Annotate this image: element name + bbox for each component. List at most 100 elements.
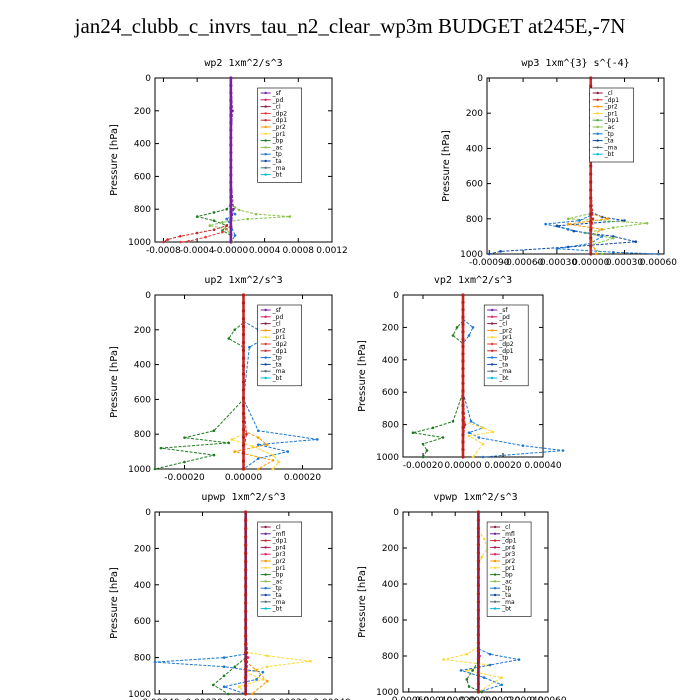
x-tick-label: -0.00040 [412, 696, 453, 700]
legend-marker [491, 376, 494, 380]
legend-entry: _tp [604, 131, 614, 138]
data-point [159, 446, 163, 450]
y-tick-label: 0 [393, 508, 399, 518]
y-tick-label: 400 [382, 356, 399, 366]
profile-point [476, 674, 480, 678]
data-point [255, 669, 258, 672]
profile-point [476, 641, 480, 645]
x-tick-label: -0.0004 [180, 246, 215, 256]
data-point [657, 252, 660, 256]
legend-marker [264, 370, 267, 373]
profile-point [589, 172, 593, 176]
legend-marker [596, 91, 599, 95]
profile-point [476, 559, 480, 563]
profile-point [229, 180, 233, 184]
data-point [225, 224, 228, 227]
profile-point [229, 98, 233, 102]
legend-entry: _sf [272, 307, 282, 314]
profile-point [241, 459, 246, 463]
profile-point [229, 128, 233, 132]
profile-point [244, 659, 248, 663]
y-tick-label: 1000 [376, 688, 399, 698]
data-point [566, 228, 570, 231]
y-tick-label: 400 [134, 140, 151, 150]
legend-box [486, 521, 532, 617]
legend-marker [491, 315, 494, 318]
data-point [178, 234, 182, 238]
legend-entry: _dp2 [272, 110, 288, 117]
legend-marker [264, 539, 267, 542]
legend-entry: _dp2 [498, 341, 514, 348]
profile-point [589, 252, 593, 256]
data-point [255, 678, 258, 681]
legend-marker [264, 91, 267, 95]
legend-entry: _sf [498, 307, 508, 314]
legend-entry: _pr3 [272, 551, 286, 558]
legend-entry: _tp [272, 585, 282, 592]
profile-point [461, 315, 465, 319]
profile-point [476, 526, 480, 530]
y-tick-label: 1000 [376, 453, 399, 463]
data-point [212, 211, 216, 214]
profile-point [244, 642, 248, 646]
data-point [611, 250, 615, 254]
plot-frame [154, 511, 333, 695]
legend-marker [493, 587, 497, 590]
profile-point [241, 309, 246, 313]
legend-entry: _dp1 [604, 97, 620, 104]
profile-point [589, 228, 593, 232]
legend-entry: _mfl [501, 531, 515, 538]
legend-entry: _ta [501, 592, 511, 599]
legend-marker [264, 600, 267, 603]
data-point [481, 426, 485, 430]
profile-point [461, 440, 465, 444]
data-point [451, 420, 455, 423]
data-point [480, 690, 484, 694]
profile-point [244, 568, 248, 572]
data-point [465, 652, 469, 656]
legend-entry: _bp [272, 138, 284, 145]
data-point [521, 444, 525, 447]
legend-marker [491, 322, 494, 325]
y-tick-label: 200 [382, 544, 399, 554]
data-point [212, 429, 216, 433]
chart-panel-2: wp3 1xm^{3} s^{-4} Pressure [hPa] 0 200 400 6… [441, 58, 677, 268]
legend-entry: _ma [272, 368, 286, 375]
legend-entry: _pr2 [272, 327, 286, 334]
legend-marker [264, 329, 267, 332]
x-tick-label: -0.00030 [537, 258, 578, 268]
profile-point [589, 164, 593, 168]
y-tick-label: 1000 [128, 238, 151, 248]
legend-entry: _ac [501, 578, 512, 585]
data-point [212, 228, 216, 231]
legend-entry: _cl [272, 104, 281, 111]
data-point [212, 453, 216, 457]
y-tick-label: 200 [134, 326, 151, 336]
data-point [566, 217, 570, 221]
legend-marker [491, 308, 494, 312]
profile-point [461, 418, 465, 422]
legend-entry: _pr4 [272, 544, 286, 551]
x-tick-label: 0.00000 [460, 696, 497, 700]
data-point [230, 438, 233, 441]
x-tick-label: 0.00060 [529, 696, 566, 700]
data-point [471, 669, 474, 672]
x-tick-label: 0.00030 [606, 258, 643, 268]
profile-point [229, 83, 233, 88]
data-point [261, 678, 265, 681]
x-tick-label: 0.00020 [284, 473, 321, 483]
data-point [225, 207, 228, 211]
profile-point [241, 364, 246, 368]
legend-entry: _pd [498, 314, 510, 321]
legend-marker [493, 546, 497, 549]
data-point [233, 206, 237, 209]
x-tick-label: 0.00060 [640, 258, 677, 268]
data-point [578, 219, 581, 222]
data-point [482, 676, 486, 679]
profile-point [476, 534, 480, 539]
chart-panel-4: vp2 1xm^2/s^3 Pressure [hPa] 0 200 400 600 800… [357, 275, 565, 471]
y-tick-label: 200 [466, 109, 483, 119]
legend-marker [493, 532, 497, 535]
plot-frame [402, 511, 549, 693]
data-point [488, 663, 492, 667]
